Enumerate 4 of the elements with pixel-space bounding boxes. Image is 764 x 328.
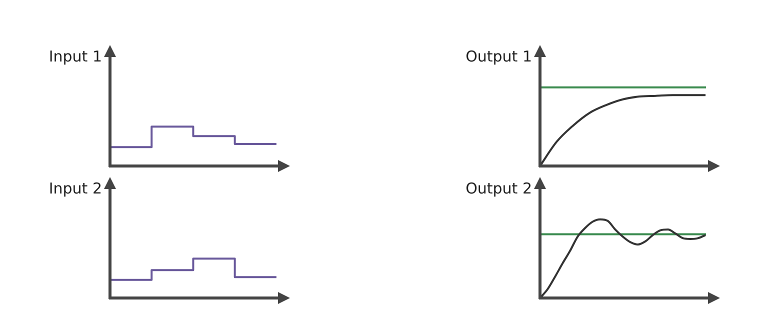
- y-axis-title: Input 2: [48, 179, 102, 198]
- y-axis-title: Input 1: [48, 47, 102, 66]
- y-axis-title: Output 1: [466, 47, 532, 66]
- y-axis-title: Output 2: [466, 179, 532, 198]
